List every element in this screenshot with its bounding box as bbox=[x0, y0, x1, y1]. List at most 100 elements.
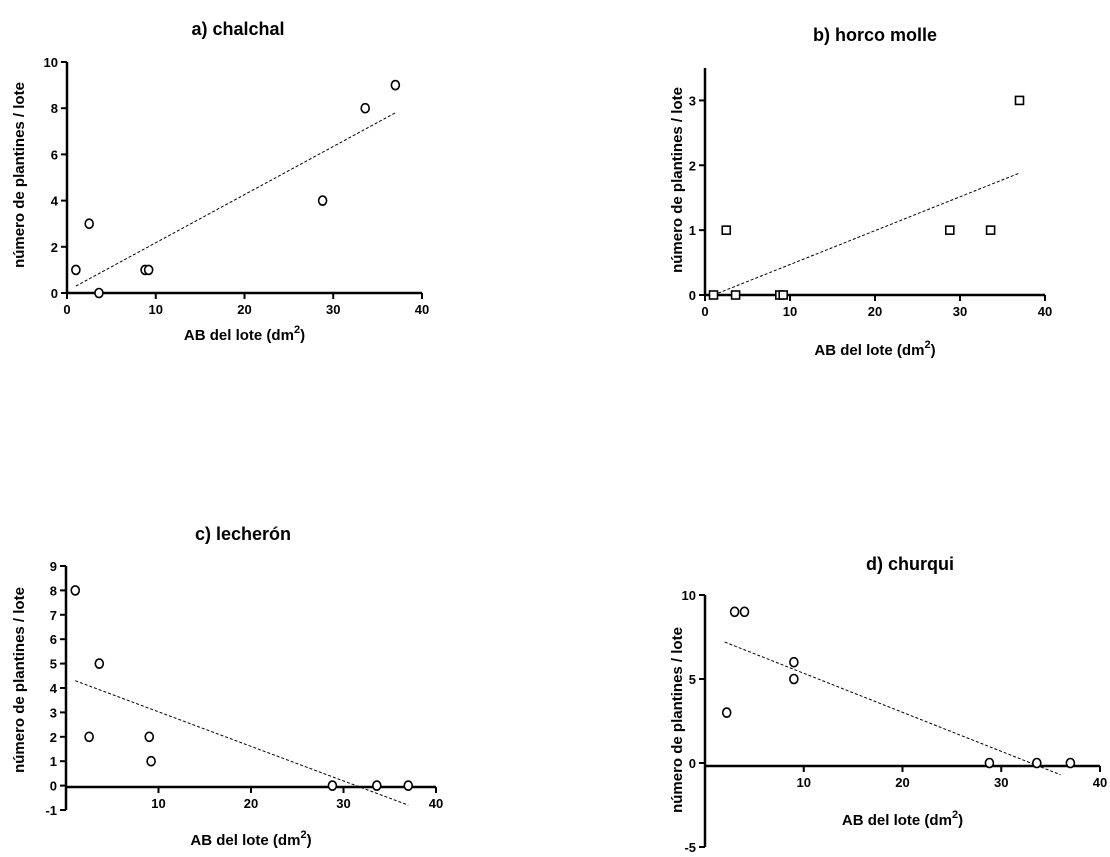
y-tick-label: 8 bbox=[51, 101, 58, 116]
data-point bbox=[71, 264, 81, 276]
x-tick-label: 30 bbox=[994, 775, 1008, 790]
y-tick-label: 1 bbox=[50, 754, 57, 769]
data-point bbox=[94, 658, 105, 669]
data-point bbox=[739, 606, 750, 618]
y-tick-label: 1 bbox=[689, 223, 696, 238]
x-tick-label: 10 bbox=[783, 304, 797, 319]
y-tick-label: 10 bbox=[44, 55, 58, 70]
x-tick-label: 40 bbox=[1093, 775, 1107, 790]
y-tick-label: 5 bbox=[689, 672, 696, 687]
panel-title: c) lecherón bbox=[195, 524, 291, 544]
regression-line bbox=[724, 641, 1061, 776]
data-point bbox=[84, 731, 94, 743]
x-axis-label-end: ) bbox=[300, 327, 305, 344]
x-axis-label-sup: 2 bbox=[300, 829, 306, 841]
x-tick-label: 20 bbox=[868, 304, 882, 319]
y-axis-label: número de plantines / lote bbox=[669, 627, 686, 813]
x-tick-label: 10 bbox=[151, 796, 165, 811]
y-tick-label: 0 bbox=[51, 286, 58, 301]
data-point bbox=[721, 707, 732, 718]
x-axis-label: AB del lote (dm2) bbox=[184, 324, 305, 344]
x-tick-label: 40 bbox=[429, 796, 443, 811]
y-tick-label: -1 bbox=[45, 803, 57, 818]
y-tick-label: 9 bbox=[50, 559, 57, 574]
y-tick-label: 2 bbox=[51, 240, 58, 255]
x-axis-label-sup: 2 bbox=[952, 809, 958, 821]
x-tick-label: 30 bbox=[336, 796, 350, 811]
data-point bbox=[403, 780, 414, 791]
panel-title: d) churqui bbox=[866, 554, 954, 574]
regression-line bbox=[75, 112, 396, 287]
x-axis-label-end: ) bbox=[307, 832, 312, 849]
data-point bbox=[1065, 757, 1076, 769]
data-point bbox=[146, 755, 156, 767]
data-point bbox=[317, 195, 328, 206]
y-tick-label: 6 bbox=[50, 632, 57, 647]
y-tick-label: -5 bbox=[684, 840, 696, 855]
x-tick-label: 30 bbox=[326, 302, 340, 317]
y-tick-label: 3 bbox=[50, 705, 57, 720]
panel-1: a) chalchal 0 10 20 30 40 0 2 4 6 8 10 AB del lote (… bbox=[11, 19, 429, 344]
data-point bbox=[721, 225, 732, 235]
data-point bbox=[94, 287, 104, 299]
y-tick-label: 6 bbox=[51, 147, 58, 162]
panel-2: b) horco molle 0 10 20 30 40 0 1 2 3 AB del lote (… bbox=[669, 25, 1052, 359]
y-axis-label: número de plantines / lote bbox=[669, 87, 686, 273]
y-axis-label: número de plantines / lote bbox=[11, 587, 28, 773]
y-tick-label: 2 bbox=[689, 158, 696, 173]
data-point bbox=[360, 102, 371, 114]
x-axis-label-sup: 2 bbox=[294, 324, 300, 336]
data-point bbox=[1014, 95, 1025, 106]
data-point bbox=[327, 780, 338, 791]
y-tick-label: 7 bbox=[50, 608, 57, 623]
y-tick-label: 3 bbox=[689, 93, 696, 108]
data-point bbox=[144, 731, 155, 743]
y-tick-label: 2 bbox=[50, 730, 57, 745]
panel-3: c) lecherón 10 20 30 40 -1 0 1 2 3 4 5 6 7 8 9 AB del lo… bbox=[11, 524, 443, 849]
x-axis-label: AB del lote (dm2) bbox=[842, 809, 963, 829]
panel-title: a) chalchal bbox=[191, 19, 284, 39]
panel-title: b) horco molle bbox=[813, 25, 937, 45]
regression-line bbox=[713, 172, 1020, 296]
x-tick-label: 40 bbox=[1038, 304, 1052, 319]
x-tick-label: 0 bbox=[701, 304, 708, 319]
data-point bbox=[730, 290, 741, 300]
regression-line bbox=[75, 680, 409, 806]
y-tick-label: 4 bbox=[51, 194, 59, 209]
x-tick-label: 30 bbox=[953, 304, 967, 319]
data-point bbox=[729, 606, 740, 618]
data-point bbox=[143, 264, 154, 276]
x-axis-label-sup: 2 bbox=[924, 339, 930, 351]
x-tick-label: 40 bbox=[415, 302, 429, 317]
x-tick-label: 0 bbox=[63, 302, 70, 317]
data-point bbox=[984, 757, 995, 769]
data-point bbox=[789, 673, 799, 685]
data-point bbox=[70, 585, 81, 596]
x-tick-label: 20 bbox=[895, 775, 909, 790]
x-tick-label: 20 bbox=[244, 796, 258, 811]
y-tick-label: 10 bbox=[682, 588, 696, 603]
data-point bbox=[778, 290, 789, 300]
x-tick-label: 20 bbox=[237, 302, 251, 317]
x-axis-label: AB del lote (dm2) bbox=[814, 339, 935, 359]
y-tick-label: 0 bbox=[689, 288, 696, 303]
y-tick-label: 8 bbox=[50, 583, 57, 598]
x-tick-label: 10 bbox=[797, 775, 811, 790]
y-tick-label: 0 bbox=[689, 756, 696, 771]
x-axis-label-end: ) bbox=[958, 812, 963, 829]
y-tick-label: 5 bbox=[50, 657, 57, 672]
data-point bbox=[84, 218, 94, 229]
y-axis-label: número de plantines / lote bbox=[11, 82, 28, 268]
data-point bbox=[789, 656, 799, 668]
x-axis-label-text: AB del lote (dm bbox=[842, 812, 952, 829]
data-point bbox=[390, 79, 401, 91]
x-axis-label-text: AB del lote (dm bbox=[184, 327, 294, 344]
data-point bbox=[944, 225, 955, 235]
y-tick-label: 4 bbox=[50, 681, 58, 696]
x-tick-label: 10 bbox=[149, 302, 163, 317]
x-axis-label-end: ) bbox=[931, 342, 936, 359]
x-axis-label-text: AB del lote (dm bbox=[190, 832, 300, 849]
panel-4: d) churqui 10 20 30 40 -5 0 5 10 AB del lote (dm2… bbox=[669, 554, 1107, 855]
data-point bbox=[1032, 757, 1042, 769]
